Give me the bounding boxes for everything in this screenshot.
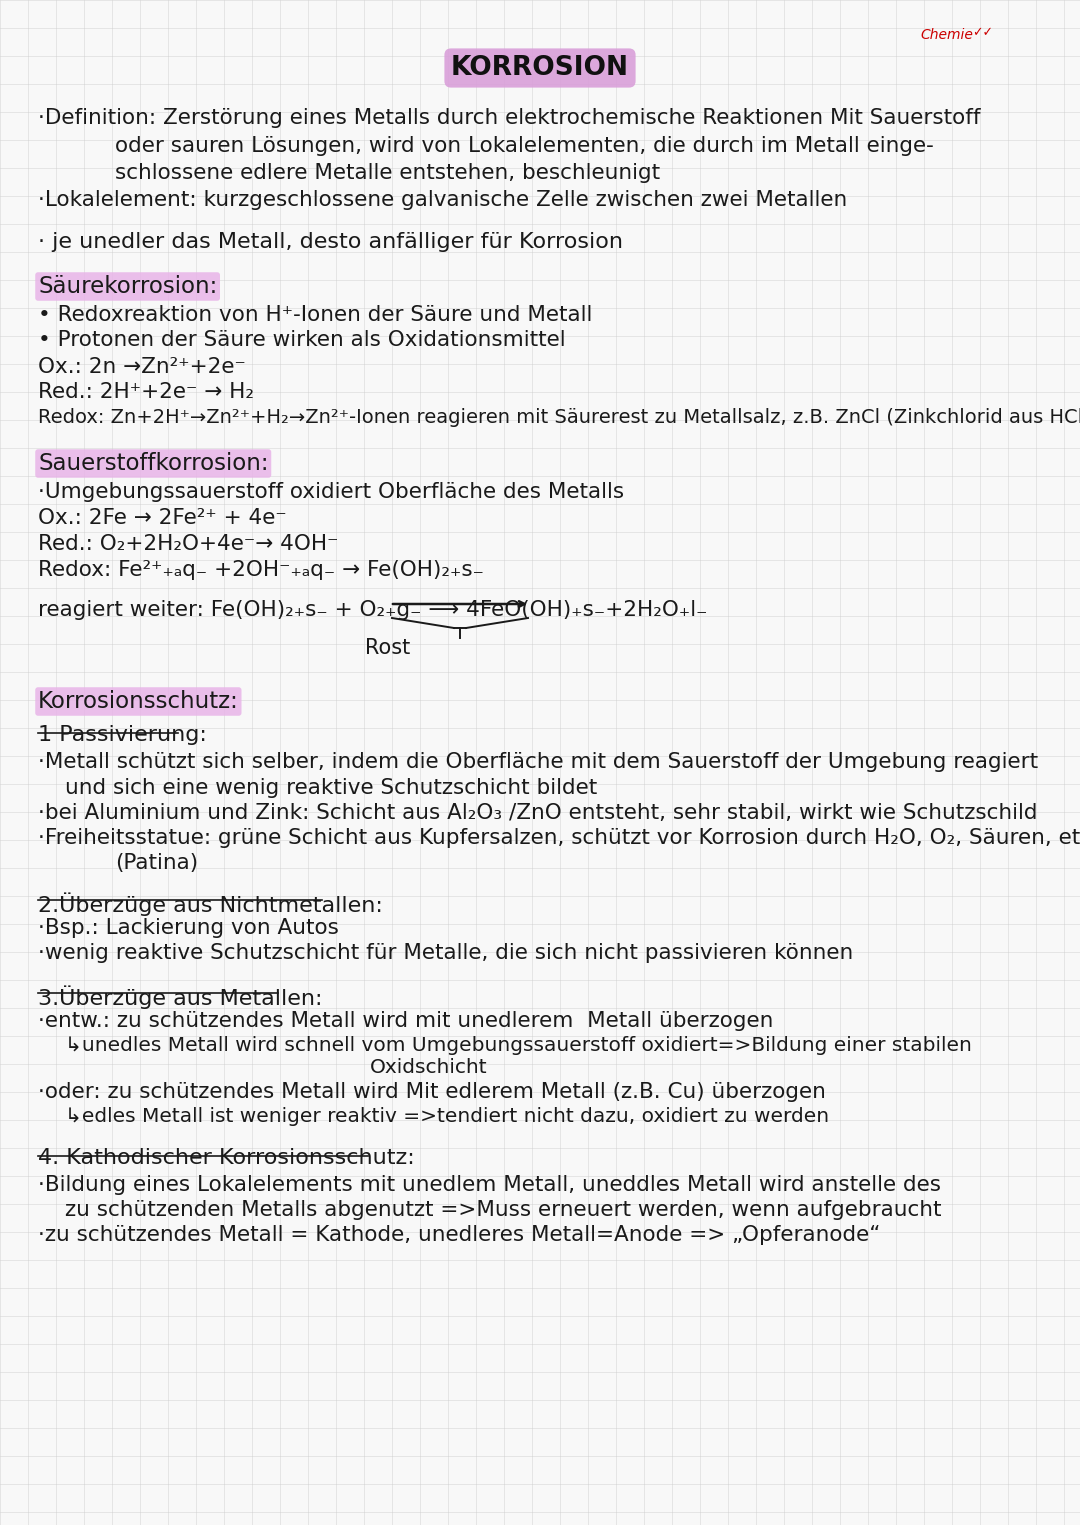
Text: Redox: Fe²⁺₊ₐq₋ +2OH⁻₊ₐq₋ → Fe(OH)₂₊s₋: Redox: Fe²⁺₊ₐq₋ +2OH⁻₊ₐq₋ → Fe(OH)₂₊s₋ bbox=[38, 560, 484, 580]
Text: ✓✓: ✓✓ bbox=[972, 26, 993, 40]
Text: ·zu schützendes Metall = Kathode, unedleres Metall=Anode => „Opferanode“: ·zu schützendes Metall = Kathode, unedle… bbox=[38, 1225, 880, 1244]
Text: (Patina): (Patina) bbox=[114, 852, 198, 872]
Text: und sich eine wenig reaktive Schutzschicht bildet: und sich eine wenig reaktive Schutzschic… bbox=[65, 778, 597, 798]
Text: reagiert weiter: Fe(OH)₂₊s₋ + O₂₊g₋ ⟶ 4FeO(OH)₊s₋+2H₂O₊l₋: reagiert weiter: Fe(OH)₂₊s₋ + O₂₊g₋ ⟶ 4F… bbox=[38, 599, 707, 621]
Text: ·Bildung eines Lokalelements mit unedlem Metall, uneddles Metall wird anstelle d: ·Bildung eines Lokalelements mit unedlem… bbox=[38, 1174, 941, 1196]
Text: Säurekorrosion:: Säurekorrosion: bbox=[38, 274, 217, 297]
Text: Oxidschicht: Oxidschicht bbox=[370, 1058, 488, 1077]
Text: Red.: 2H⁺+2e⁻ → H₂: Red.: 2H⁺+2e⁻ → H₂ bbox=[38, 381, 254, 403]
Text: 4. Kathodischer Korrosionsschutz:: 4. Kathodischer Korrosionsschutz: bbox=[38, 1148, 415, 1168]
Text: Ox.: 2n →Zn²⁺+2e⁻: Ox.: 2n →Zn²⁺+2e⁻ bbox=[38, 357, 246, 377]
Text: schlossene edlere Metalle entstehen, beschleunigt: schlossene edlere Metalle entstehen, bes… bbox=[114, 163, 660, 183]
Text: ·Lokalelement: kurzgeschlossene galvanische Zelle zwischen zwei Metallen: ·Lokalelement: kurzgeschlossene galvanis… bbox=[38, 191, 847, 210]
Text: ↳unedles Metall wird schnell vom Umgebungssauerstoff oxidiert=>Bildung einer sta: ↳unedles Metall wird schnell vom Umgebun… bbox=[65, 1035, 972, 1055]
Text: • Protonen der Säure wirken als Oxidationsmittel: • Protonen der Säure wirken als Oxidatio… bbox=[38, 329, 566, 351]
Text: ·Freiheitsstatue: grüne Schicht aus Kupfersalzen, schützt vor Korrosion durch H₂: ·Freiheitsstatue: grüne Schicht aus Kupf… bbox=[38, 828, 1080, 848]
Text: · je unedler das Metall, desto anfälliger für Korrosion: · je unedler das Metall, desto anfällige… bbox=[38, 232, 623, 252]
Text: 3.Überzüge aus Metallen:: 3.Überzüge aus Metallen: bbox=[38, 985, 323, 1008]
Text: • Redoxreaktion von H⁺-Ionen der Säure und Metall: • Redoxreaktion von H⁺-Ionen der Säure u… bbox=[38, 305, 592, 325]
Text: ·Umgebungssauerstoff oxidiert Oberfläche des Metalls: ·Umgebungssauerstoff oxidiert Oberfläche… bbox=[38, 482, 624, 502]
Text: Rost: Rost bbox=[365, 637, 410, 657]
Text: 2.Überzüge aus Nichtmetallen:: 2.Überzüge aus Nichtmetallen: bbox=[38, 892, 383, 915]
Text: Ox.: 2Fe → 2Fe²⁺ + 4e⁻: Ox.: 2Fe → 2Fe²⁺ + 4e⁻ bbox=[38, 508, 287, 528]
Text: ·Metall schützt sich selber, indem die Oberfläche mit dem Sauerstoff der Umgebun: ·Metall schützt sich selber, indem die O… bbox=[38, 752, 1038, 772]
Text: Redox: Zn+2H⁺→Zn²⁺+H₂→Zn²⁺-Ionen reagieren mit Säurerest zu Metallsalz, z.B. ZnC: Redox: Zn+2H⁺→Zn²⁺+H₂→Zn²⁺-Ionen reagier… bbox=[38, 409, 1080, 427]
Text: ·oder: zu schützendes Metall wird Mit edlerem Metall (z.B. Cu) überzogen: ·oder: zu schützendes Metall wird Mit ed… bbox=[38, 1083, 826, 1103]
Text: ·bei Aluminium und Zink: Schicht aus Al₂O₃ /ZnO entsteht, sehr stabil, wirkt wie: ·bei Aluminium und Zink: Schicht aus Al₂… bbox=[38, 804, 1038, 824]
Text: 1 Passivierung:: 1 Passivierung: bbox=[38, 724, 207, 746]
Text: ·wenig reaktive Schutzschicht für Metalle, die sich nicht passivieren können: ·wenig reaktive Schutzschicht für Metall… bbox=[38, 942, 853, 962]
Text: Chemie: Chemie bbox=[920, 27, 973, 43]
Text: zu schützenden Metalls abgenutzt =>Muss erneuert werden, wenn aufgebraucht: zu schützenden Metalls abgenutzt =>Muss … bbox=[65, 1200, 942, 1220]
Text: Sauerstoffkorrosion:: Sauerstoffkorrosion: bbox=[38, 451, 269, 474]
Text: Red.: O₂+2H₂O+4e⁻→ 4OH⁻: Red.: O₂+2H₂O+4e⁻→ 4OH⁻ bbox=[38, 534, 338, 554]
Text: ·Bsp.: Lackierung von Autos: ·Bsp.: Lackierung von Autos bbox=[38, 918, 339, 938]
Text: Korrosionsschutz:: Korrosionsschutz: bbox=[38, 689, 239, 714]
Text: oder sauren Lösungen, wird von Lokalelementen, die durch im Metall einge-: oder sauren Lösungen, wird von Lokalelem… bbox=[114, 136, 934, 156]
Text: ↳edles Metall ist weniger reaktiv =>tendiert nicht dazu, oxidiert zu werden: ↳edles Metall ist weniger reaktiv =>tend… bbox=[65, 1107, 829, 1125]
Text: ·entw.: zu schützendes Metall wird mit unedlerem  Metall überzogen: ·entw.: zu schützendes Metall wird mit u… bbox=[38, 1011, 773, 1031]
Text: KORROSION: KORROSION bbox=[451, 55, 629, 81]
Text: ·Definition: Zerstörung eines Metalls durch elektrochemische Reaktionen Mit Saue: ·Definition: Zerstörung eines Metalls du… bbox=[38, 108, 981, 128]
